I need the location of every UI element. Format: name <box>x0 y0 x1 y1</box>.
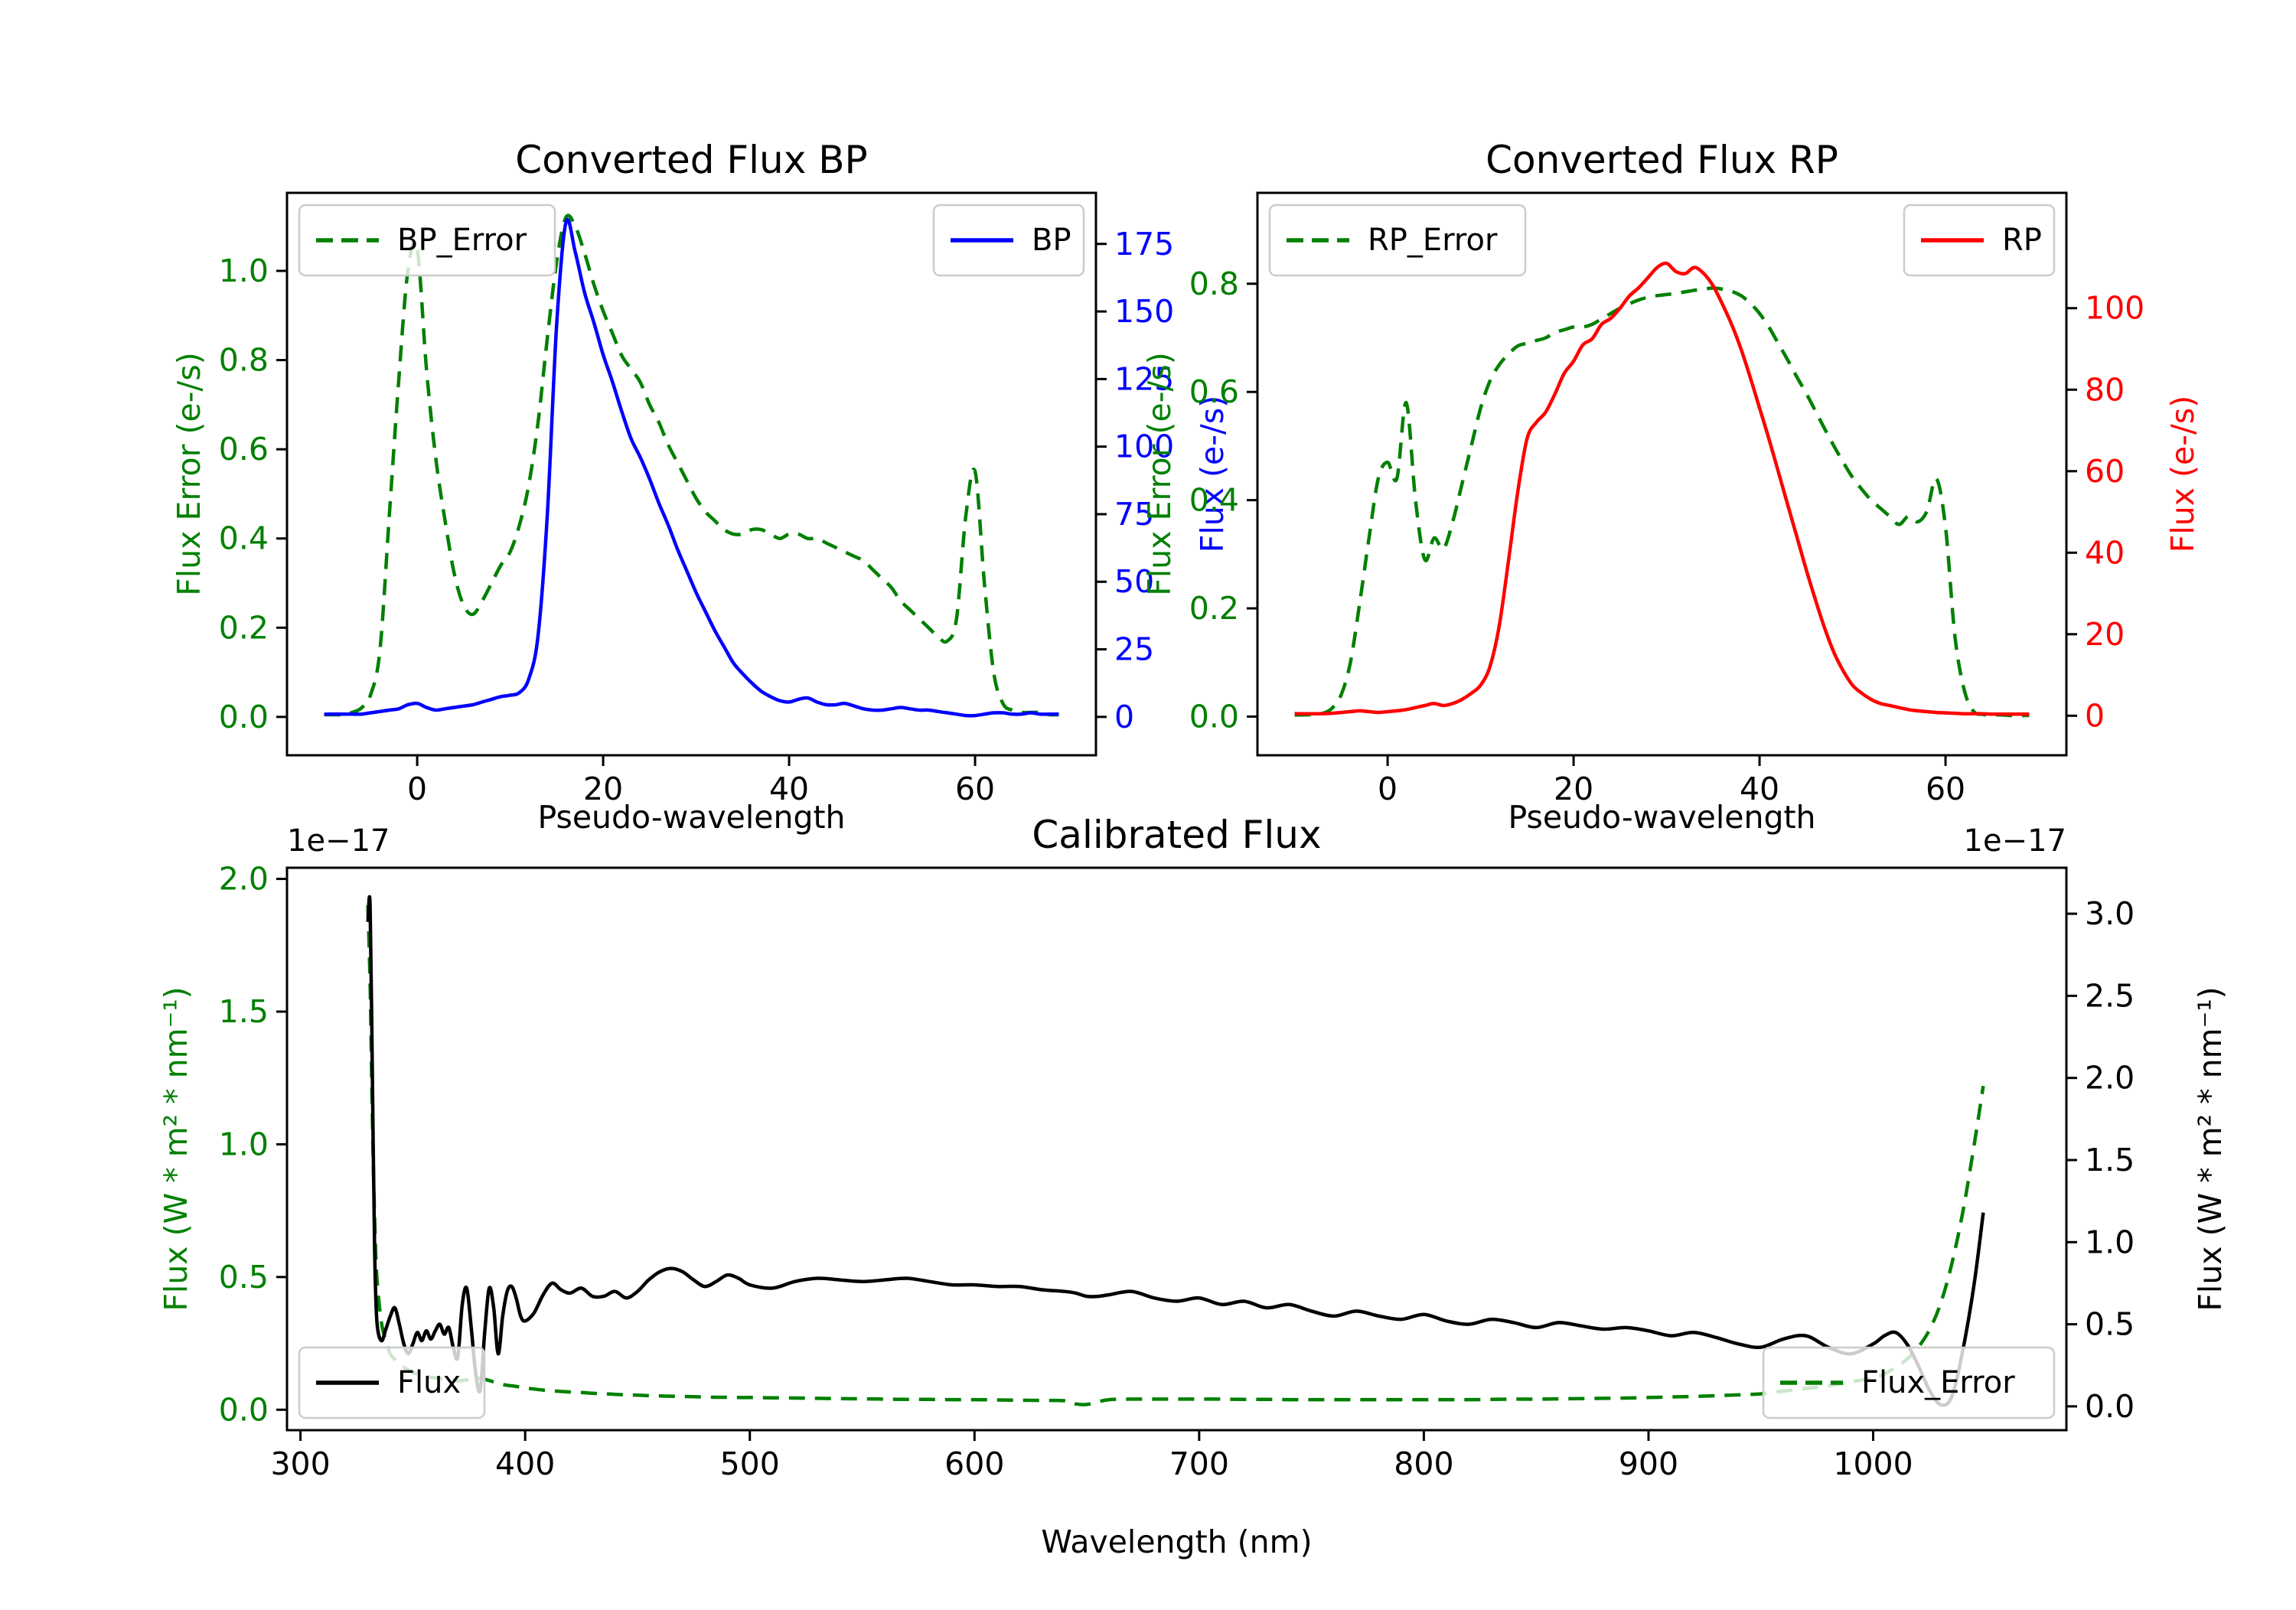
cal-left-tick-label: 1.0 <box>219 1126 269 1162</box>
flux-legend-box <box>298 1346 486 1419</box>
bp-x-tick-label: 40 <box>769 771 809 807</box>
cal-x-tick-label: 700 <box>1169 1445 1229 1482</box>
cal-right-tick-label: 3.0 <box>2085 895 2135 932</box>
rp-x-tick-label: 20 <box>1554 771 1593 807</box>
bp-right-tick-label: 50 <box>1114 563 1154 600</box>
bp-left-ylabel: Flux Error (e-/s) <box>171 352 207 595</box>
rp-error-legend-box <box>1268 204 1527 277</box>
flux-error-legend: Flux_Error <box>1762 1346 2056 1419</box>
cal-x-tick-label: 400 <box>495 1445 555 1482</box>
bp-left-tick-label: 0.4 <box>219 520 269 557</box>
cal-left-tick-label: 2.0 <box>219 861 269 898</box>
cal-plot-area <box>285 866 2068 1432</box>
rp-x-tick-label: 0 <box>1378 771 1397 807</box>
bp-subplot: 0 20 40 60 0.0 0.2 0.4 0.6 0.8 1.0 0 25 50 75 100 125 15… <box>171 138 1231 836</box>
bp-x-tick-label: 60 <box>955 771 995 807</box>
rp-right-tick-label: 40 <box>2085 534 2125 571</box>
bp-error-line <box>324 213 1059 717</box>
cal-right-tick-label: 0.0 <box>2085 1388 2135 1425</box>
rp-left-tick-label: 0.4 <box>1189 482 1239 519</box>
rp-x-tick-label: 40 <box>1740 771 1779 807</box>
cal-right-offset-text: 1e−17 <box>1964 823 2066 859</box>
rp-right-tick-label: 100 <box>2085 290 2144 327</box>
cal-right-tick-label: 2.0 <box>2085 1060 2135 1097</box>
bp-title: Converted Flux BP <box>515 138 867 182</box>
cal-x-tick-label: 500 <box>720 1445 780 1482</box>
rp-right-tick-label: 0 <box>2085 697 2105 734</box>
cal-right-ylabel: Flux (W * m² * nm⁻¹) <box>2192 986 2229 1311</box>
bp-error-legend-box <box>298 204 556 277</box>
bp-error-legend-label: BP_Error <box>397 223 527 258</box>
bp-right-ylabel: Flux (e-/s) <box>1194 396 1231 552</box>
flux-error-legend-box <box>1762 1346 2056 1419</box>
cal-xlabel: Wavelength (nm) <box>1041 1524 1312 1560</box>
cal-right-tick-label: 1.0 <box>2085 1224 2135 1260</box>
bp-right-tick-label: 0 <box>1114 699 1134 735</box>
bp-legend: BP <box>932 204 1085 277</box>
rp-legend-label: RP <box>2002 223 2042 258</box>
bp-right-tick-label: 75 <box>1114 496 1154 533</box>
cal-x-tick-label: 800 <box>1394 1445 1453 1482</box>
rp-left-tick-label: 0.2 <box>1189 590 1239 627</box>
bp-left-tick-label: 0.8 <box>219 342 269 379</box>
bp-line <box>324 217 1059 718</box>
cal-x-tick-label: 900 <box>1619 1445 1678 1482</box>
rp-left-tick-label: 0.8 <box>1189 266 1239 302</box>
flux-line <box>366 895 1985 1407</box>
cal-x-tick-label: 300 <box>270 1445 330 1482</box>
cal-subplot: 300 400 500 600 700 800 900 1000 0.0 0.5 1.0 1.5 2.0… <box>158 813 2229 1560</box>
bp-x-tick-label: 0 <box>407 771 427 807</box>
bp-legend-label: BP <box>1032 223 1071 258</box>
rp-title: Converted Flux RP <box>1486 138 1838 182</box>
bp-left-tick-label: 1.0 <box>219 253 269 289</box>
flux-legend-label: Flux <box>397 1365 461 1400</box>
rp-error-legend: RP_Error <box>1268 204 1527 277</box>
cal-x-tick-label: 600 <box>944 1445 1004 1482</box>
cal-left-tick-label: 0.5 <box>219 1259 269 1295</box>
bp-left-tick-label: 0.2 <box>219 609 269 646</box>
rp-error-legend-label: RP_Error <box>1368 223 1498 258</box>
cal-left-ylabel: Flux (W * m² * nm⁻¹) <box>158 986 194 1311</box>
bp-right-tick-label: 100 <box>1114 429 1174 465</box>
cal-right-tick-label: 0.5 <box>2085 1306 2135 1343</box>
cal-right-tick-label: 2.5 <box>2085 977 2135 1014</box>
bp-right-tick-label: 150 <box>1114 293 1174 330</box>
rp-left-tick-label: 0.6 <box>1189 373 1239 410</box>
flux-error-line <box>366 905 1985 1406</box>
bp-x-tick-label: 20 <box>583 771 623 807</box>
rp-line <box>1294 261 2030 716</box>
cal-left-tick-label: 0.0 <box>219 1391 269 1428</box>
bp-right-tick-label: 25 <box>1114 631 1154 668</box>
bp-left-tick-label: 0.0 <box>219 699 269 735</box>
bp-right-tick-label: 125 <box>1114 360 1174 397</box>
bp-plot-area <box>285 191 1097 757</box>
bp-left-tick-label: 0.6 <box>219 431 269 468</box>
rp-right-tick-label: 20 <box>2085 616 2125 653</box>
cal-title: Calibrated Flux <box>1032 813 1321 857</box>
rp-xlabel: Pseudo-wavelength <box>1508 799 1815 836</box>
rp-error-line <box>1294 286 2030 718</box>
bp-error-legend: BP_Error <box>298 204 556 277</box>
flux-legend: Flux <box>298 1346 486 1419</box>
rp-x-tick-label: 60 <box>1926 771 1965 807</box>
bp-right-tick-label: 175 <box>1114 226 1174 262</box>
cal-left-offset-text: 1e−17 <box>287 823 390 859</box>
cal-x-tick-label: 1000 <box>1833 1445 1913 1482</box>
rp-right-tick-label: 60 <box>2085 453 2125 490</box>
rp-right-ylabel: Flux (e-/s) <box>2164 396 2201 552</box>
rp-subplot: 0 20 40 60 0.0 0.2 0.4 0.6 0.8 0 20 40 60 80 100 Conver… <box>1141 138 2201 836</box>
bp-xlabel: Pseudo-wavelength <box>537 799 845 836</box>
rp-legend: RP <box>1903 204 2056 277</box>
cal-left-tick-label: 1.5 <box>219 993 269 1030</box>
cal-right-tick-label: 1.5 <box>2085 1142 2135 1178</box>
rp-right-tick-label: 80 <box>2085 371 2125 408</box>
rp-left-ylabel: Flux Error (e-/s) <box>1141 352 1178 595</box>
rp-left-tick-label: 0.0 <box>1189 698 1239 735</box>
rp-plot-area <box>1256 191 2068 757</box>
flux-error-legend-label: Flux_Error <box>1861 1365 2015 1400</box>
